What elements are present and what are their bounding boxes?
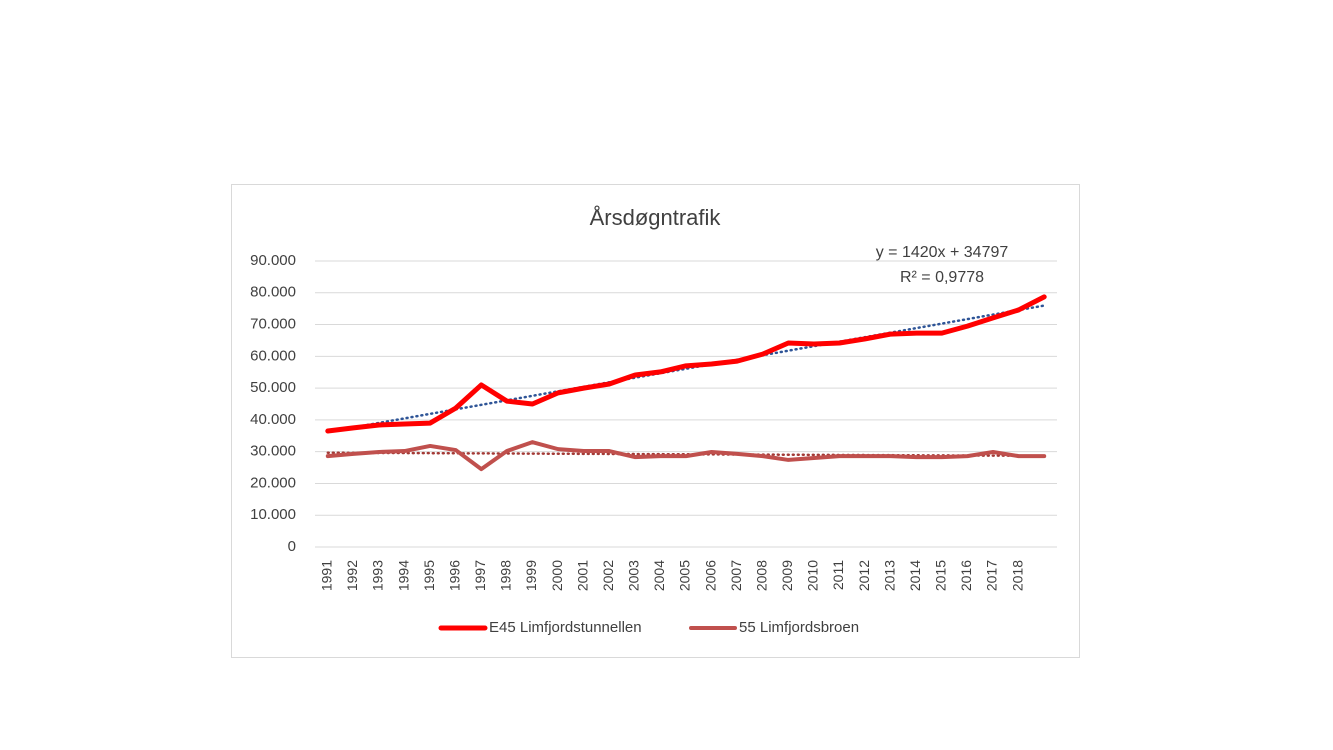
x-tick-label: 1992 bbox=[344, 560, 360, 591]
y-tick-label: 10.000 bbox=[250, 506, 296, 523]
x-tick-label: 2004 bbox=[651, 560, 667, 591]
x-tick-label: 2010 bbox=[805, 560, 821, 591]
x-tick-label: 2008 bbox=[753, 560, 769, 591]
trend-equation: y = 1420x + 34797 bbox=[876, 244, 1009, 261]
x-tick-label: 2016 bbox=[958, 560, 974, 591]
y-tick-label: 70.000 bbox=[250, 316, 296, 333]
series-line bbox=[325, 294, 1047, 434]
chart-frame bbox=[231, 184, 1080, 658]
series-line bbox=[325, 440, 1047, 472]
x-tick-label: 2001 bbox=[574, 560, 590, 591]
x-tick-label: 2006 bbox=[702, 560, 718, 591]
x-tick-label: 2002 bbox=[600, 560, 616, 591]
x-tick-label: 2011 bbox=[830, 560, 846, 590]
x-tick-label: 1997 bbox=[472, 560, 488, 591]
x-tick-label: 1995 bbox=[421, 560, 437, 591]
x-tick-label: 2017 bbox=[984, 560, 1000, 591]
y-tick-label: 30.000 bbox=[250, 443, 296, 460]
x-tick-label: 1996 bbox=[446, 560, 462, 591]
x-tick-label: 1993 bbox=[370, 560, 386, 591]
x-tick-label: 1991 bbox=[318, 560, 334, 591]
x-tick-label: 2012 bbox=[856, 560, 872, 591]
y-tick-label: 90.000 bbox=[250, 252, 296, 269]
x-tick-label: 1994 bbox=[395, 560, 411, 591]
trend-r2: R² = 0,9778 bbox=[900, 269, 984, 286]
x-tick-label: 2015 bbox=[933, 560, 949, 591]
x-tick-label: 2018 bbox=[1009, 560, 1025, 591]
x-tick-label: 2005 bbox=[677, 560, 693, 591]
x-tick-label: 2013 bbox=[881, 560, 897, 591]
legend-label: 55 Limfjordsbroen bbox=[739, 619, 859, 636]
legend-label: E45 Limfjordstunnellen bbox=[489, 619, 642, 636]
y-tick-label: 80.000 bbox=[250, 284, 296, 301]
y-tick-label: 50.000 bbox=[250, 379, 296, 396]
y-tick-label: 40.000 bbox=[250, 411, 296, 428]
x-tick-label: 2000 bbox=[549, 560, 565, 591]
x-tick-label: 2014 bbox=[907, 560, 923, 591]
y-tick-label: 20.000 bbox=[250, 474, 296, 491]
chart-title: Årsdøgntrafik bbox=[590, 205, 722, 230]
x-tick-label: 2007 bbox=[728, 560, 744, 591]
y-tick-label: 0 bbox=[288, 538, 296, 555]
x-tick-label: 1999 bbox=[523, 560, 539, 591]
x-tick-label: 1998 bbox=[498, 560, 514, 591]
x-tick-label: 2009 bbox=[779, 560, 795, 591]
y-tick-label: 60.000 bbox=[250, 347, 296, 364]
x-tick-label: 2003 bbox=[626, 560, 642, 591]
